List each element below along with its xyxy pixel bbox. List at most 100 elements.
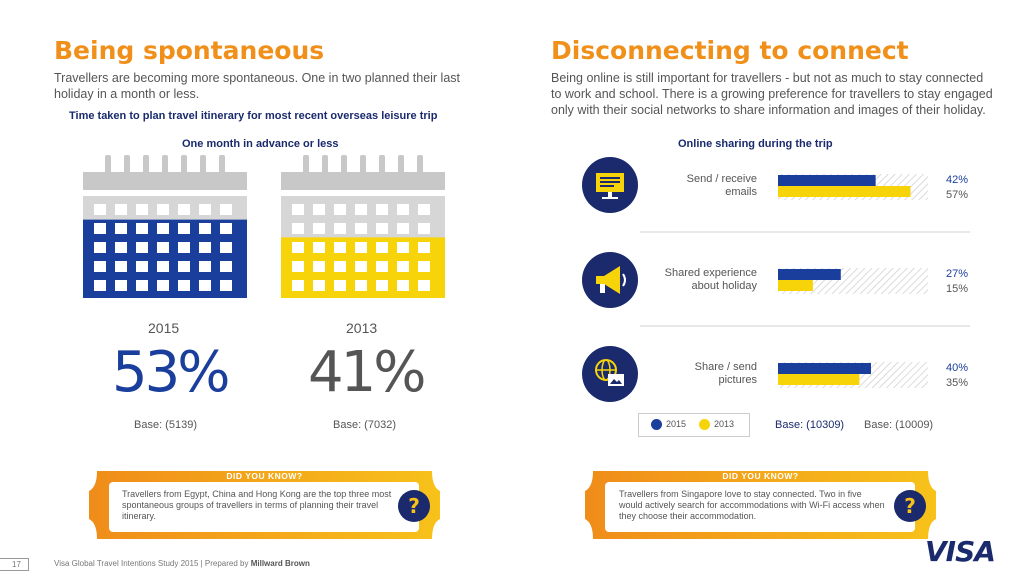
question-mark-icon: ? (408, 494, 420, 518)
visa-logo: VISA (925, 535, 996, 568)
calendar-day (397, 280, 409, 291)
bar-2015 (778, 175, 876, 186)
bar-2013 (778, 280, 813, 291)
calendar-ring (124, 155, 130, 177)
left-intro-line1: Travellers are becoming more spontaneous… (54, 71, 461, 85)
legend-2015-swatch (651, 419, 662, 430)
calendar-2013 (281, 155, 445, 298)
right-title: Disconnecting to connect (551, 36, 909, 65)
calendar-day (136, 280, 148, 291)
calendar-day (220, 204, 232, 215)
calendar-day (199, 242, 211, 253)
category-label: Shared experience (665, 267, 757, 279)
calendar-day (220, 223, 232, 234)
value-label-2013: 15% (946, 283, 968, 295)
bar-2015 (778, 363, 871, 374)
calendar-day (313, 242, 325, 253)
category-label: Send / receive (687, 173, 757, 185)
calendar-day (178, 204, 190, 215)
calendar-day (292, 204, 304, 215)
calendar-ring (341, 155, 347, 177)
legend-2015-label: 2015 (666, 419, 687, 429)
globe-picture-icon (582, 346, 638, 402)
calendar-day (397, 223, 409, 234)
left-dyk-text: Travellers from Egypt, China and Hong Ko… (122, 489, 392, 521)
calendar-day (376, 261, 388, 272)
calendar-ring (219, 155, 225, 177)
calendar-ring (322, 155, 328, 177)
calendar-day (157, 280, 169, 291)
left-intro-line2: holiday in a month or less. (54, 87, 200, 101)
calendar-day (199, 204, 211, 215)
right-base-2015: Base: (10309) (775, 419, 845, 431)
calendar-day (355, 204, 367, 215)
category-label: pictures (718, 374, 757, 386)
calendar-day (418, 204, 430, 215)
calendar-header (83, 172, 247, 190)
calendar-day (157, 223, 169, 234)
bar-2015 (778, 269, 841, 280)
calendar-day (115, 223, 127, 234)
calendar-ring (417, 155, 423, 177)
calendar-day (292, 242, 304, 253)
right-intro-line2: to work and school. There is a growing p… (551, 87, 993, 101)
calendar-day (334, 280, 346, 291)
calendar-ring (143, 155, 149, 177)
calendar-ring (181, 155, 187, 177)
calendar-day (292, 261, 304, 272)
percent-2015: 53% (112, 340, 230, 405)
calendar-day (292, 223, 304, 234)
calendar-day (199, 261, 211, 272)
calendar-day (220, 242, 232, 253)
calendar-day (292, 280, 304, 291)
calendar-day (334, 223, 346, 234)
calendar-day (418, 280, 430, 291)
left-intro: Travellers are becoming more spontaneous… (54, 70, 494, 102)
email-monitor-icon (582, 157, 638, 213)
calendar-day (376, 204, 388, 215)
bar-2013 (778, 186, 911, 197)
value-label-2013: 57% (946, 189, 968, 201)
left-dyk-title: DID YOU KNOW? (226, 471, 303, 481)
footer-company: Millward Brown (250, 559, 310, 568)
right-dyk-text: Travellers from Singapore love to stay c… (619, 489, 885, 521)
calendar-day (313, 280, 325, 291)
calendar-day (397, 204, 409, 215)
calendar-day (199, 223, 211, 234)
category-label: emails (725, 186, 757, 198)
left-title: Being spontaneous (54, 36, 325, 65)
calendar-day (94, 204, 106, 215)
calendar-day (178, 242, 190, 253)
legend-2013-swatch (699, 419, 710, 430)
chart-legend: 2015 2013 (638, 413, 750, 437)
calendar-header (281, 172, 445, 190)
calendar-day (418, 261, 430, 272)
calendar-day (334, 204, 346, 215)
right-base-2013: Base: (10009) (864, 419, 934, 431)
value-label-2015: 40% (946, 362, 968, 374)
year-2013-label: 2013 (346, 320, 378, 336)
calendar-day (157, 242, 169, 253)
category-label: Share / send (695, 361, 757, 373)
footer-study: Visa Global Travel Intentions Study 2015… (54, 559, 251, 568)
calendar-day (199, 280, 211, 291)
calendar-day (94, 242, 106, 253)
calendar-day (115, 204, 127, 215)
value-label-2015: 27% (946, 268, 968, 280)
category-label: about holiday (692, 280, 758, 292)
calendar-day (313, 261, 325, 272)
calendar-ring (105, 155, 111, 177)
question-mark-icon: ? (904, 494, 916, 518)
calendar-day (334, 261, 346, 272)
calendar-day (355, 261, 367, 272)
calendar-day (397, 242, 409, 253)
calendar-day (220, 261, 232, 272)
left-dyk-ticket: ? (89, 471, 440, 539)
calendar-ring (162, 155, 168, 177)
calendar-day (94, 261, 106, 272)
base-2013: Base: (7032) (333, 419, 396, 431)
calendar-day (178, 261, 190, 272)
footer-text: Visa Global Travel Intentions Study 2015… (54, 559, 310, 568)
left-chart-title: Time taken to plan travel itinerary for … (69, 110, 438, 122)
